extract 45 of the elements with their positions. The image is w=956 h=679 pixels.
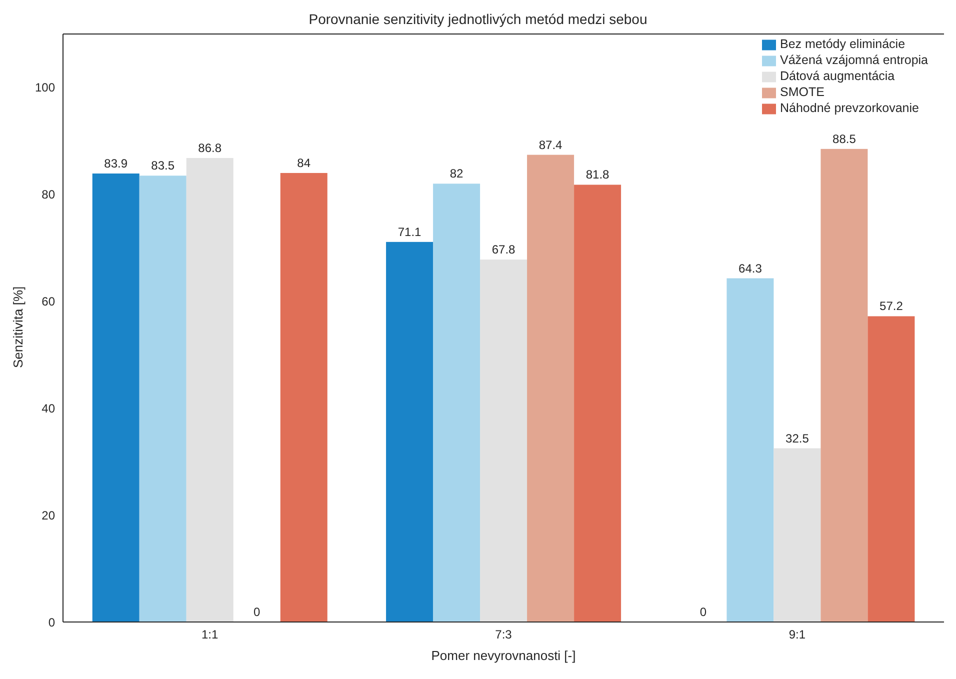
legend-label: Náhodné prevzorkovanie [780,101,919,115]
y-tick-label: 40 [42,401,56,416]
bar [386,242,434,622]
data-label: 86.8 [198,141,222,156]
data-label: 84 [297,156,311,170]
data-label: 87.4 [538,138,563,152]
y-tick-label: 0 [48,615,56,630]
data-label: 82 [450,166,464,181]
bar [774,448,821,622]
data-label: 67.8 [492,242,516,257]
x-axis-title: Pomer nevyrovnanosti [-] [431,648,576,663]
legend-label: SMOTE [780,85,824,99]
bar [186,158,234,622]
legend-label: Vážená vzájomná entropia [780,53,928,67]
y-tick-label: 100 [34,80,56,95]
data-label: 32.5 [786,431,810,446]
data-label: 83.9 [104,156,128,171]
x-tick-label: 7:3 [495,628,512,642]
bar [527,154,574,622]
data-label: 64.3 [738,261,762,276]
y-axis-title: Senzitivita [%] [10,286,26,368]
data-label: 71.1 [398,224,422,239]
bar [433,184,480,622]
x-tick-label: 9:1 [788,628,806,642]
data-label: 83.5 [151,158,175,173]
legend-label: Dátová augmentácia [780,69,895,83]
bar [574,184,622,622]
bar [139,176,186,622]
bar [868,316,915,622]
bar [820,148,868,622]
data-label: 0 [700,605,707,619]
data-label: 88.5 [832,132,856,146]
bar [726,278,774,622]
y-tick-label: 20 [42,508,56,522]
data-label: 81.8 [586,168,610,182]
data-label: 0 [254,605,261,619]
x-tick-label: 1:1 [201,628,218,642]
chart-title: Porovnanie senzitivity jednotlivých metód medzi sebou [308,10,648,29]
data-label: 57.2 [880,299,904,314]
bar [92,174,140,622]
bar [480,260,528,622]
y-tick-label: 80 [42,188,56,202]
legend-label: Bez metódy eliminácie [780,37,906,51]
y-tick-label: 60 [42,294,56,309]
bar [280,172,328,622]
